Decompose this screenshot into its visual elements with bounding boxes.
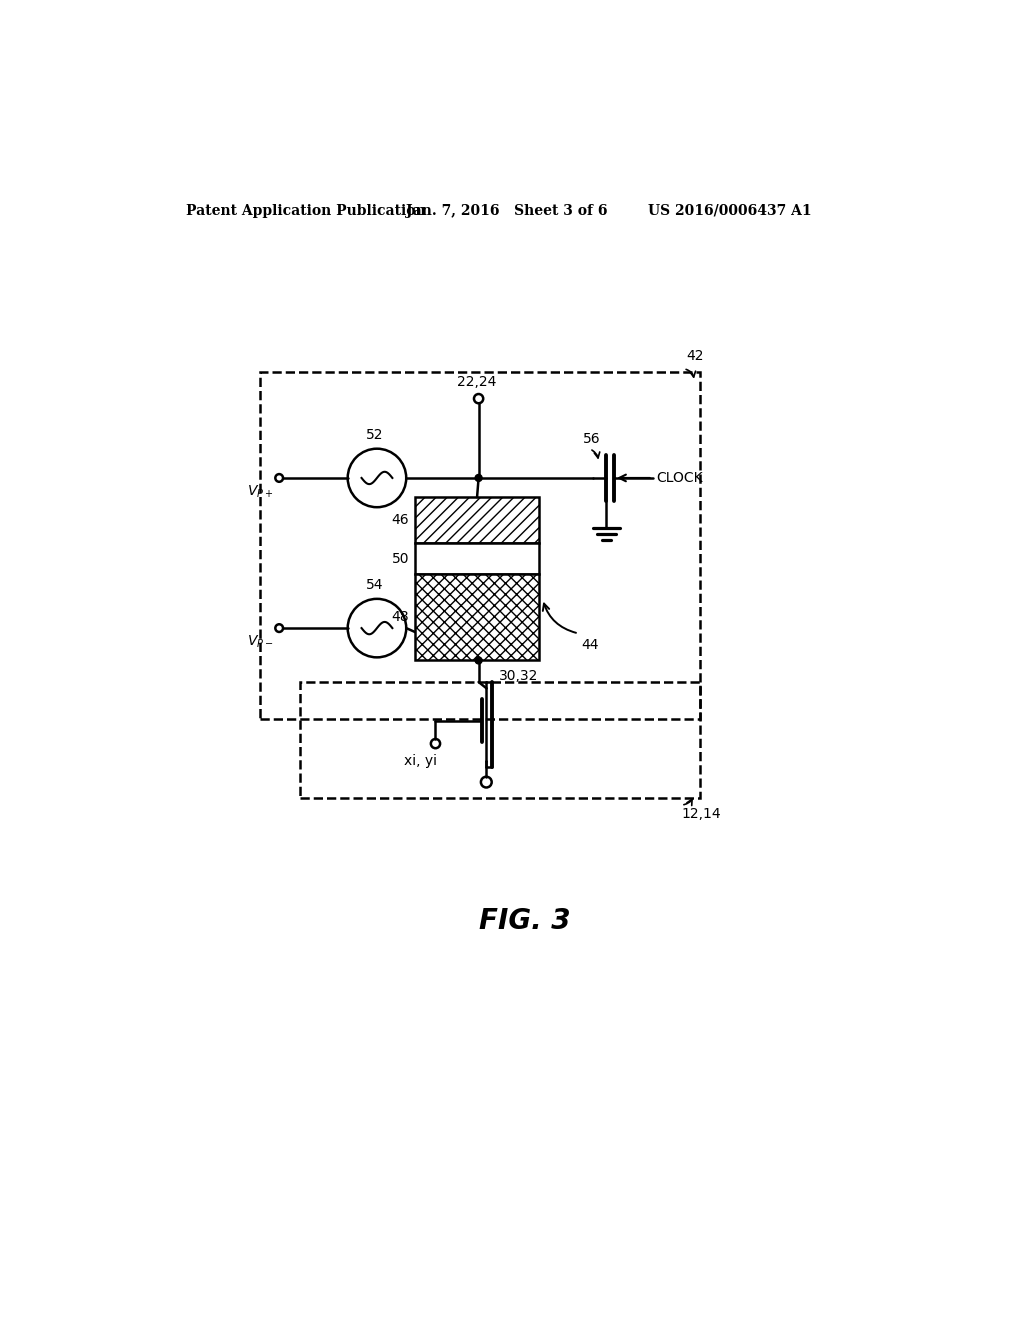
Text: 44: 44 — [581, 638, 598, 652]
Text: 22,24: 22,24 — [458, 375, 497, 388]
Circle shape — [475, 474, 482, 482]
Text: 50: 50 — [392, 552, 410, 566]
Circle shape — [475, 657, 482, 664]
Text: 42: 42 — [686, 348, 705, 363]
Text: 46: 46 — [391, 513, 410, 527]
FancyArrowPatch shape — [592, 450, 600, 458]
Text: $V_{P+}$: $V_{P+}$ — [247, 483, 273, 500]
FancyArrowPatch shape — [684, 800, 692, 805]
Text: FIG. 3: FIG. 3 — [479, 907, 570, 935]
Text: CLOCK: CLOCK — [656, 471, 703, 484]
Text: 52: 52 — [367, 428, 384, 442]
Text: 30,32: 30,32 — [499, 669, 538, 682]
Bar — [416, 574, 539, 660]
Bar — [300, 682, 700, 797]
Bar — [260, 372, 700, 719]
FancyArrowPatch shape — [543, 603, 577, 632]
Text: 54: 54 — [367, 578, 384, 591]
Text: 56: 56 — [584, 433, 601, 446]
Text: Patent Application Publication: Patent Application Publication — [186, 203, 426, 218]
Bar — [416, 498, 539, 544]
Text: Jan. 7, 2016   Sheet 3 of 6: Jan. 7, 2016 Sheet 3 of 6 — [407, 203, 607, 218]
Text: xi, yi: xi, yi — [403, 754, 437, 767]
Text: 48: 48 — [391, 610, 410, 624]
Text: US 2016/0006437 A1: US 2016/0006437 A1 — [648, 203, 812, 218]
Text: $V_{P-}$: $V_{P-}$ — [247, 634, 273, 651]
Bar — [416, 544, 539, 574]
Text: 12,14: 12,14 — [681, 808, 721, 821]
FancyArrowPatch shape — [686, 370, 695, 378]
